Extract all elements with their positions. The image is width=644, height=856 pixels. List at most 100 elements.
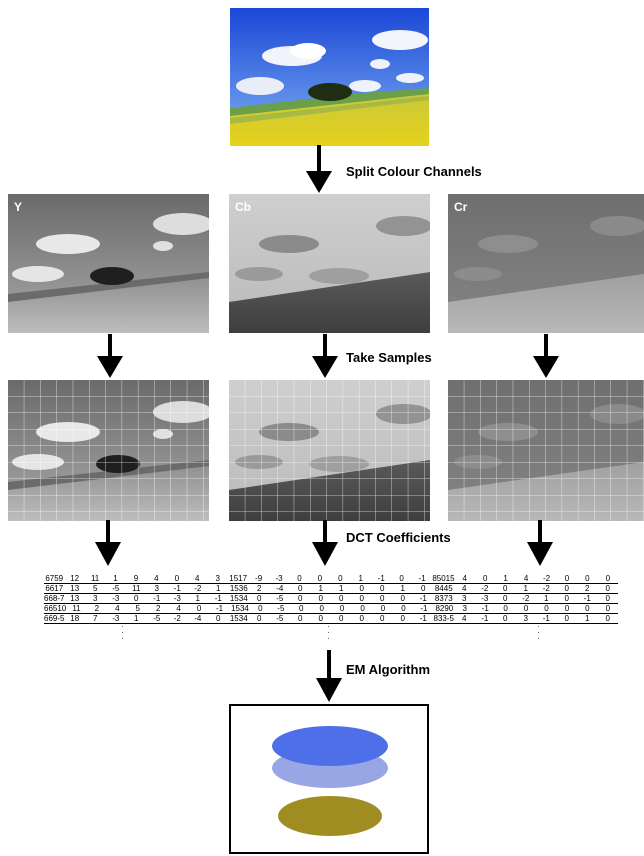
- em-result-box: [229, 704, 429, 854]
- coefficient-cell: 1: [339, 584, 344, 593]
- arrow-sample-cb: [312, 334, 338, 378]
- coefficient-cell: 0: [605, 574, 611, 583]
- coefficient-cell: 12: [70, 574, 80, 583]
- coefficient-cell: -2: [542, 584, 550, 593]
- coefficient-cell: 9: [133, 574, 139, 583]
- coefficient-cell: 0: [564, 594, 569, 603]
- coefficient-cell: 0: [421, 584, 426, 593]
- coefficient-cell: 5: [135, 604, 140, 613]
- coefficient-cell: 0: [564, 614, 569, 623]
- coefficient-cell: 18: [70, 614, 80, 623]
- sampled-image-cb: [229, 380, 430, 521]
- coefficient-cell: 3: [523, 614, 528, 623]
- coefficient-cell: 2: [155, 604, 161, 613]
- channel-label-y: Y: [14, 200, 23, 214]
- coefficient-cell: 0: [299, 604, 304, 613]
- coefficient-cell: 0: [380, 614, 385, 623]
- coefficient-cell: 0: [297, 574, 302, 583]
- coefficient-cell: 3: [462, 594, 467, 603]
- coefficient-cell: 0: [503, 594, 508, 603]
- coefficient-cell: 66510: [44, 604, 67, 613]
- coefficient-row: 668-7 13 3 -3 0 -1 -3 1 -1 1534 0 -5 0 0 0 0 0 0 -1 8373 3 -3…: [44, 594, 618, 604]
- coefficient-cell: -4: [276, 584, 284, 593]
- coefficient-cell: -5: [112, 584, 120, 593]
- coefficient-cell: -2: [481, 584, 489, 593]
- coefficient-cell: 8445: [434, 584, 453, 593]
- coefficient-cell: 0: [339, 604, 345, 613]
- coefficient-cell: 0: [319, 604, 324, 613]
- coefficient-cell: 3: [93, 594, 98, 603]
- coefficient-cell: 0: [174, 574, 180, 583]
- coefficient-cell: 833-5: [433, 614, 454, 623]
- channel-image-y: Y: [8, 194, 209, 333]
- coefficient-cell: -3: [112, 614, 120, 623]
- coefficient-cell: 1: [358, 574, 363, 583]
- coefficient-cell: -1: [153, 594, 161, 603]
- coefficient-cell: -4: [194, 614, 202, 623]
- coefficient-cell: 11: [72, 604, 81, 613]
- coefficient-cell: 3: [462, 604, 467, 613]
- gaussian-bottom-ellipse: [278, 796, 382, 836]
- coefficient-cell: 2: [585, 584, 590, 593]
- coefficient-row: 66510 11 2 4 5 2 4 0 -1 1534 0 -5 0 0 0 0 0 0 -1 8290 3 -1 0 0 0…: [44, 604, 618, 614]
- coefficient-cell: 11: [90, 574, 100, 583]
- gaussian-top-ellipse: [272, 726, 388, 766]
- coefficient-cell: 1: [318, 584, 323, 593]
- coefficient-cell: 1: [544, 594, 549, 603]
- coefficient-cell: -1: [542, 614, 550, 623]
- coefficient-cell: -1: [420, 604, 428, 613]
- coefficient-cell: 0: [585, 574, 590, 583]
- coefficient-cell: -1: [215, 604, 224, 613]
- sampled-image-y: [8, 380, 209, 521]
- channel-image-cb: Cb: [229, 194, 430, 333]
- coefficient-cell: -1: [583, 594, 591, 603]
- coefficient-cell: -5: [276, 614, 284, 623]
- coefficient-cell: 13: [70, 594, 80, 603]
- coefficient-cell: 0: [380, 604, 386, 613]
- coefficient-cell: -1: [419, 614, 427, 623]
- coefficient-cell: 4: [115, 604, 120, 613]
- coefficient-cell: 0: [503, 614, 508, 623]
- coefficient-cell: 0: [605, 614, 610, 623]
- channel-label-cr: Cr: [454, 200, 468, 214]
- coefficient-cell: 0: [564, 584, 569, 593]
- coefficient-cell: 3: [154, 584, 159, 593]
- sampled-image-cr: [448, 380, 644, 521]
- coefficient-cell: 1: [400, 584, 405, 593]
- coefficient-cell: 6617: [45, 584, 64, 593]
- continuation-dots-cr: · · ·: [537, 621, 540, 643]
- coefficient-cell: 1: [523, 584, 528, 593]
- coefficient-cell: 1: [216, 584, 221, 593]
- coefficient-cell: 1534: [231, 604, 249, 613]
- coefficient-cell: 1517: [229, 574, 248, 583]
- step-label-split: Split Colour Channels: [346, 164, 482, 179]
- coefficient-cell: 2: [257, 584, 262, 593]
- coefficient-cell: 0: [399, 574, 404, 583]
- coefficient-cell: 1: [585, 614, 590, 623]
- coefficient-cell: 0: [318, 614, 323, 623]
- coefficient-cell: -1: [173, 584, 181, 593]
- coefficient-cell: -5: [277, 604, 285, 613]
- coefficient-cell: 0: [400, 614, 405, 623]
- coefficient-cell: 0: [605, 584, 610, 593]
- coefficient-cell: -1: [481, 614, 489, 623]
- coefficient-cell: 0: [196, 604, 202, 613]
- coefficient-cell: -2: [522, 594, 530, 603]
- coefficient-cell: 6759: [45, 574, 64, 583]
- coefficient-cell: -5: [153, 614, 161, 623]
- coefficient-cell: 0: [605, 604, 611, 613]
- coefficient-cell: -2: [173, 614, 181, 623]
- coefficient-cell: 0: [317, 574, 323, 583]
- coefficient-cell: 0: [298, 594, 303, 603]
- coefficient-cell: 4: [462, 584, 467, 593]
- arrow-sample-cr: [533, 334, 559, 378]
- coefficient-cell: 8290: [435, 604, 454, 613]
- coefficient-cell: -3: [112, 594, 120, 603]
- coefficient-row: 669-5 18 7 -3 1 -5 -2 -4 0 1534 0 -5 0 0 0 0 0 0 -1 833-5 4 -…: [44, 614, 618, 624]
- coefficient-cell: 4: [462, 574, 467, 583]
- coefficient-cell: 4: [176, 604, 181, 613]
- coefficient-cell: 0: [298, 584, 303, 593]
- coefficient-cell: 0: [380, 584, 385, 593]
- coefficient-cell: 0: [585, 604, 590, 613]
- step-label-dct: DCT Coefficients: [346, 530, 451, 545]
